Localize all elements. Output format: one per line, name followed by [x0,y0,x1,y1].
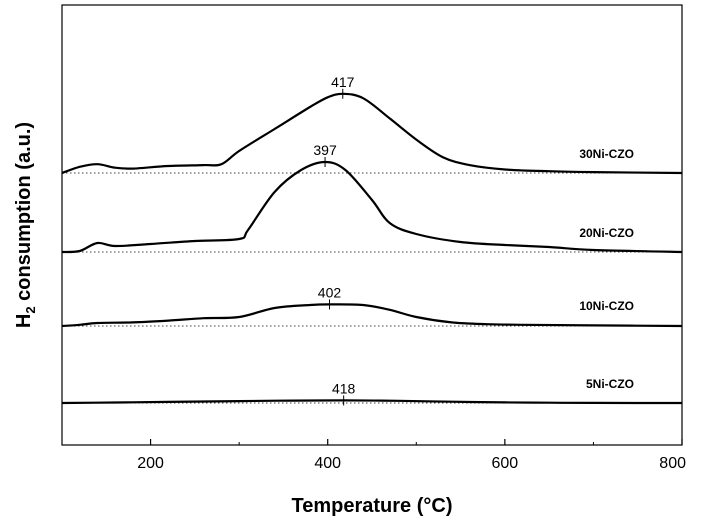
x-tick-label-200: 200 [137,455,164,472]
series-line-5Ni-CZO [61,399,683,405]
y-axis-title-subscript: 2 [23,306,38,313]
x-tick-label-400: 400 [314,455,341,472]
x-axis-ticks: 200 400 600 800 [137,439,686,472]
x-tick-label-600: 600 [492,455,519,472]
series-label-20Ni-CZO: 20Ni-CZO [579,226,634,240]
baselines [62,172,682,404]
peak-label-10Ni-CZO: 402 [318,284,342,300]
series-line-30Ni-CZO [61,92,683,175]
x-axis-title: Temperature (°C) [292,495,453,517]
y-axis-title-rest: consumption (a.u.) [13,122,35,306]
y-axis-title: H2 consumption (a.u.) [13,122,38,328]
series-label-10Ni-CZO: 10Ni-CZO [579,299,634,313]
series-line-20Ni-CZO [61,160,683,254]
series-curves [61,92,683,405]
x-tick-label-800: 800 [659,455,686,472]
peak-markers [324,88,345,406]
series-line-10Ni-CZO [61,303,683,328]
peak-label-5Ni-CZO: 418 [332,380,356,396]
y-axis-title-h: H [13,314,35,328]
peak-label-20Ni-CZO: 397 [313,142,337,158]
plot-frame [61,4,683,446]
series-label-5Ni-CZO: 5Ni-CZO [586,377,634,391]
peak-label-30Ni-CZO: 417 [331,74,355,90]
series-label-30Ni-CZO: 30Ni-CZO [579,147,634,161]
